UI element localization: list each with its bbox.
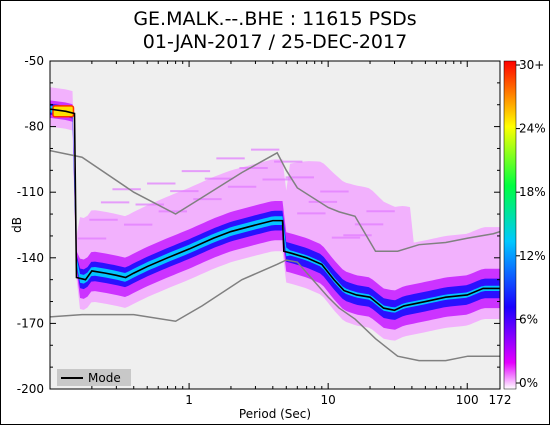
colorbar-ticks: 0% 6% 12% 18% 24% 30+ bbox=[516, 58, 546, 390]
colorbar-tick-label: 6% bbox=[519, 312, 538, 326]
y-tick-label: -140 bbox=[17, 251, 44, 265]
legend: Mode bbox=[57, 369, 131, 386]
nlnm-line bbox=[50, 259, 500, 362]
y-tick-label: -200 bbox=[17, 382, 44, 396]
colorbar-tick-label: 0% bbox=[519, 376, 538, 390]
chart-title: GE.MALK.--.BHE : 11615 PSDs bbox=[133, 8, 417, 30]
x-axis-label: Period (Sec) bbox=[239, 407, 311, 421]
plot-border bbox=[49, 60, 501, 390]
nhnm-line bbox=[50, 149, 500, 252]
legend-mode-label: Mode bbox=[88, 371, 121, 385]
y-axis-label: dB bbox=[10, 217, 24, 233]
y-tick-label: -110 bbox=[17, 185, 44, 199]
colorbar-tick-label: 30+ bbox=[519, 58, 544, 72]
x-tick-label: 10 bbox=[321, 393, 336, 407]
mode-series bbox=[50, 108, 500, 312]
y-axis: -50 -80 -110 -140 -170 -200 bbox=[17, 54, 500, 396]
chart-subtitle: 01-JAN-2017 / 25-DEC-2017 bbox=[142, 31, 408, 53]
density-hot bbox=[50, 105, 500, 313]
psd-density-heatmap bbox=[50, 87, 500, 341]
colorbar bbox=[503, 60, 517, 390]
legend-box bbox=[57, 369, 131, 386]
y-tick-label: -80 bbox=[24, 120, 44, 134]
density-core bbox=[50, 103, 500, 320]
colorbar-tick-label: 24% bbox=[519, 122, 546, 136]
mode-line bbox=[50, 108, 500, 312]
y-tick-label: -50 bbox=[24, 54, 44, 68]
colorbar-tick-label: 12% bbox=[519, 249, 546, 263]
x-tick-label: 172 bbox=[489, 393, 512, 407]
x-tick-label: 1 bbox=[185, 393, 193, 407]
y-tick-label: -170 bbox=[17, 316, 44, 330]
colorbar-tick-label: 18% bbox=[519, 185, 546, 199]
x-axis: 1 10 100 172 bbox=[49, 61, 512, 407]
x-tick-label: 100 bbox=[456, 393, 479, 407]
noise-model-lines bbox=[50, 149, 500, 362]
